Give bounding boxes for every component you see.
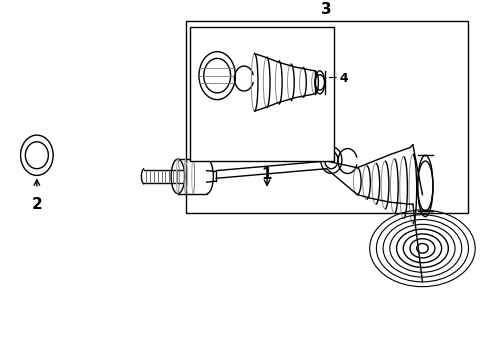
Bar bbox=[190, 27, 334, 161]
Text: 2: 2 bbox=[31, 197, 42, 212]
Text: ─ 4: ─ 4 bbox=[328, 72, 349, 85]
Text: 3: 3 bbox=[321, 2, 332, 17]
Bar bbox=[186, 21, 468, 213]
Text: 1: 1 bbox=[262, 167, 272, 182]
